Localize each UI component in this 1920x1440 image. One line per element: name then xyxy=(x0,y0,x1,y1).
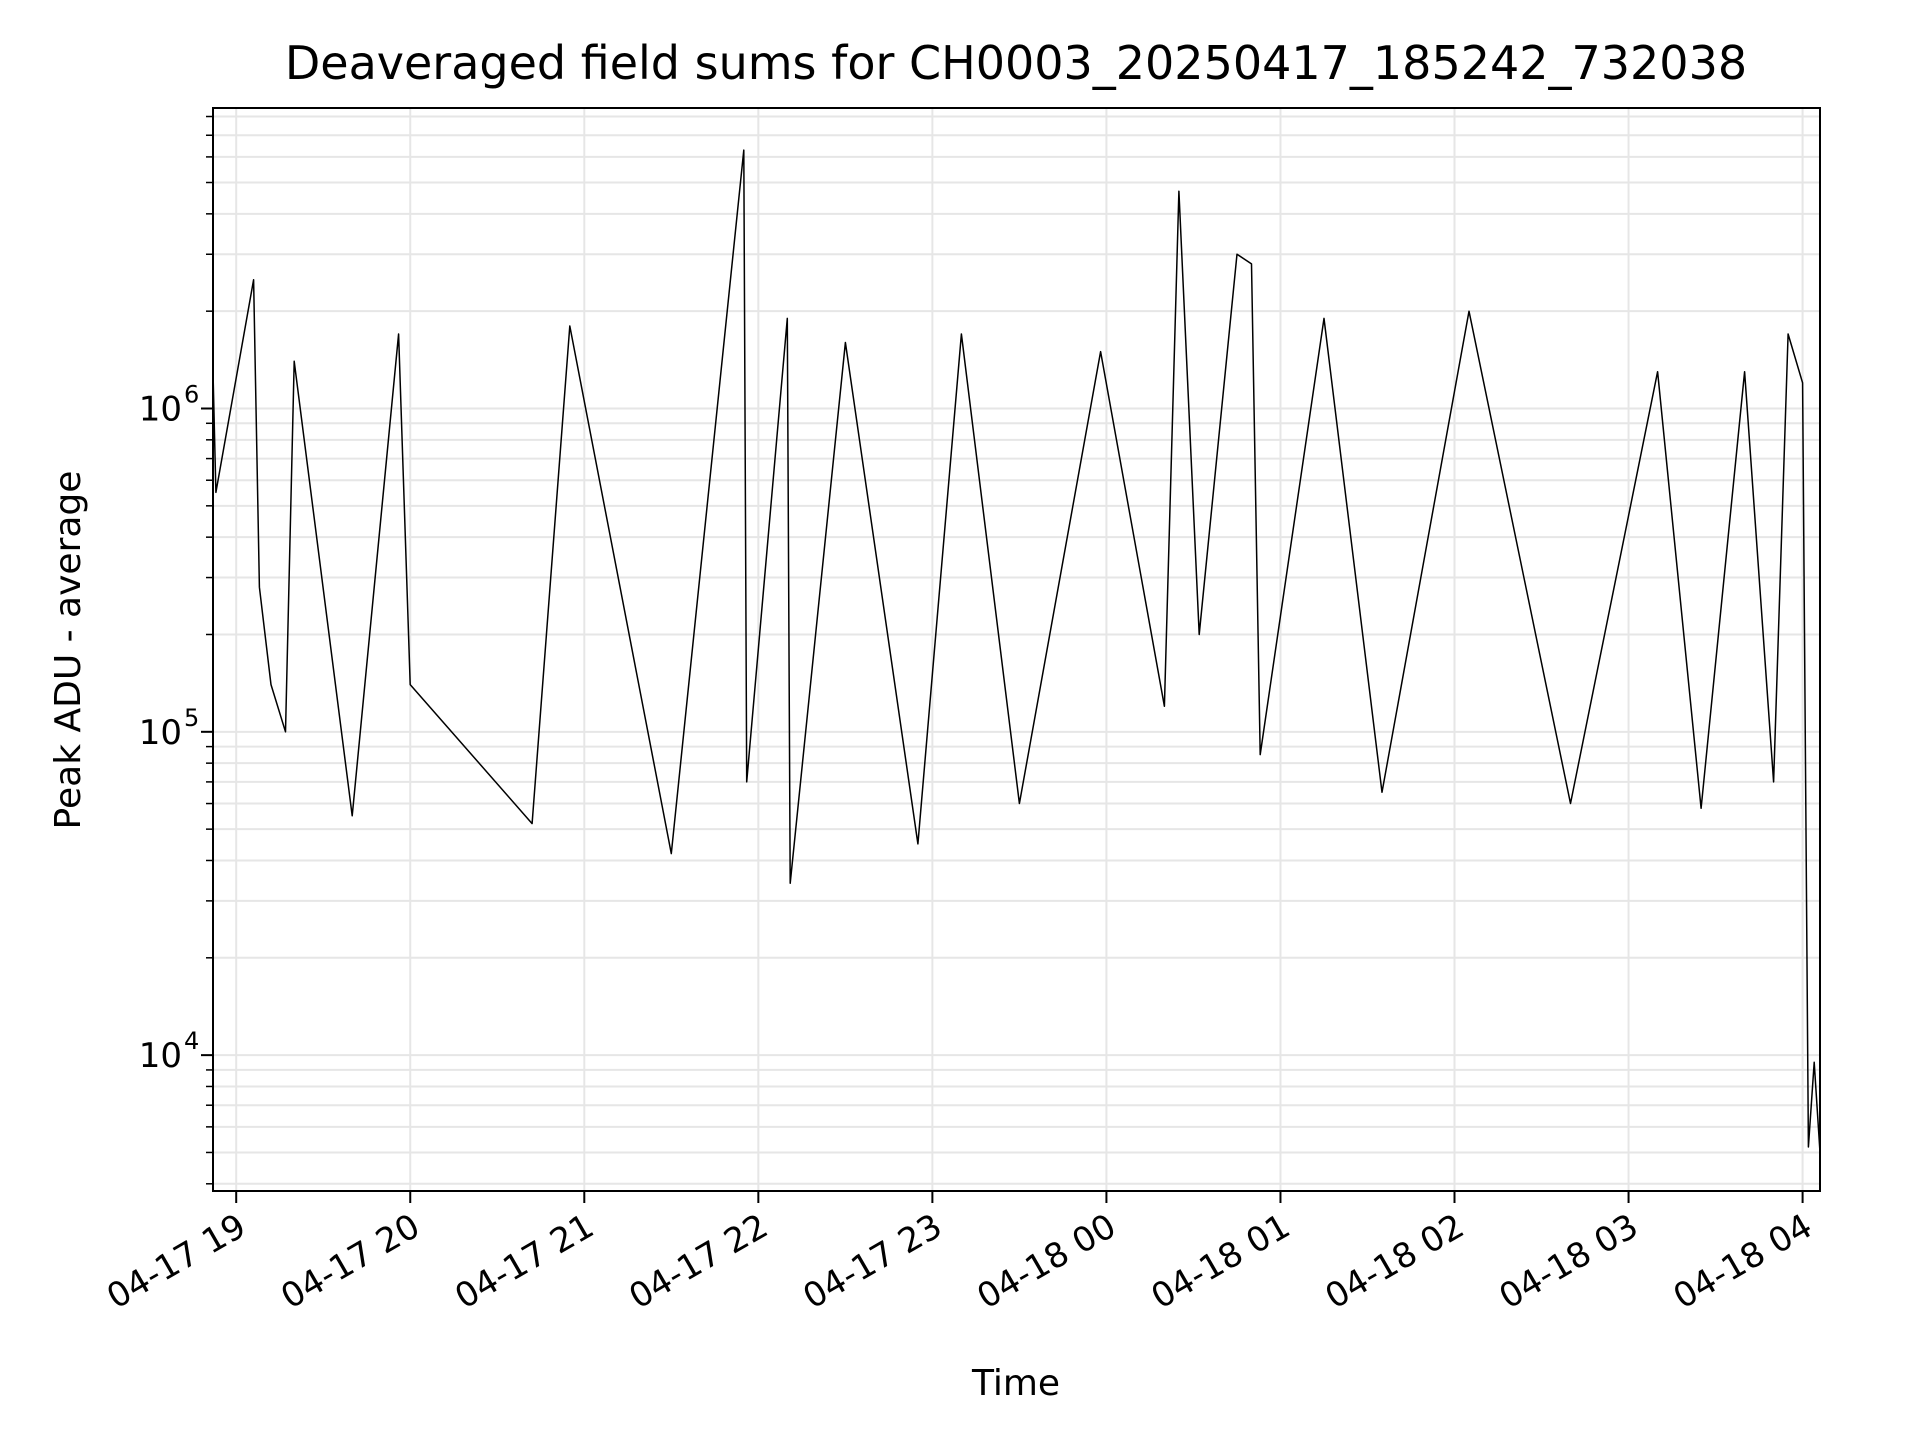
y-tick-label-exponent: 6 xyxy=(184,380,199,408)
data-series xyxy=(212,149,1821,1153)
y-tick-label: 10 xyxy=(139,389,182,429)
grid xyxy=(213,108,1820,1191)
chart-title: Deaveraged field sums for CH0003_2025041… xyxy=(285,36,1747,90)
series-line xyxy=(212,149,1821,1153)
y-tick-label: 10 xyxy=(139,1036,182,1076)
y-axis-label: Peak ADU - average xyxy=(48,471,89,830)
y-tick-label-exponent: 5 xyxy=(184,704,199,732)
x-axis-label: Time xyxy=(971,1363,1060,1404)
plot-frame xyxy=(212,107,1821,1192)
y-tick-label: 10 xyxy=(139,713,182,753)
y-tick-label-exponent: 4 xyxy=(184,1027,199,1055)
